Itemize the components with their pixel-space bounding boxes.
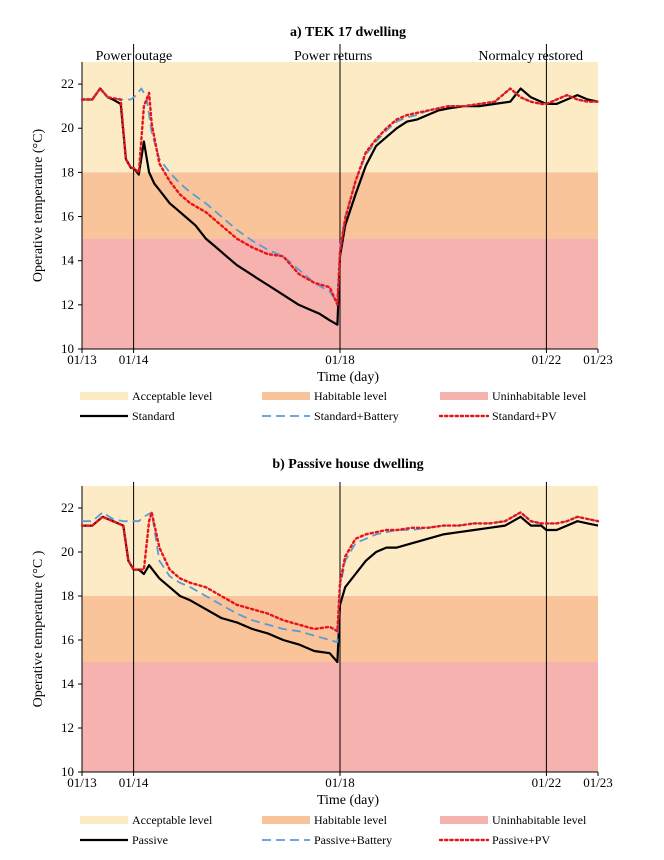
legend-swatch: [262, 392, 310, 400]
y-axis-label: Operative temperature (°C ): [31, 550, 46, 707]
x-tick-label: 01/22: [532, 775, 562, 790]
legend-item: Standard: [80, 409, 175, 423]
x-tick-label: 01/14: [119, 775, 149, 790]
y-tick-label: 22: [61, 76, 74, 91]
legend-item: Standard+PV: [438, 409, 557, 423]
x-tick-label: 01/22: [532, 352, 562, 367]
legend-item: Habitable level: [262, 813, 388, 827]
legend-item: Acceptable level: [80, 813, 213, 827]
legend-label: Uninhabitable level: [492, 389, 587, 403]
legend-item: Acceptable level: [80, 389, 213, 403]
y-tick-label: 12: [61, 297, 74, 312]
chart-title: a) TEK 17 dwelling: [290, 25, 406, 40]
y-tick-label: 18: [61, 588, 74, 603]
x-tick-label: 01/14: [119, 352, 149, 367]
chart-panel-a: a) TEK 17 dwelling 10 12 14 16 18 20 22 01/13 01/…: [31, 25, 613, 423]
legend-label: Acceptable level: [132, 389, 213, 403]
legend-label: Passive+PV: [492, 833, 550, 847]
legend-swatch: [262, 816, 310, 824]
legend-label: Uninhabitable level: [492, 813, 587, 827]
legend-swatch: [80, 392, 128, 400]
legend-item: Passive+PV: [438, 833, 550, 847]
x-axis-label: Time (day): [317, 370, 379, 385]
legend-item: Passive+Battery: [262, 833, 392, 847]
legend-item: Uninhabitable level: [440, 389, 587, 403]
legend-label: Passive+Battery: [314, 833, 392, 847]
legend-label: Standard: [132, 409, 175, 423]
y-tick-label: 14: [61, 253, 75, 268]
x-tick-label: 01/18: [325, 775, 355, 790]
y-tick-label: 20: [61, 120, 74, 135]
series-line-standard: [82, 87, 599, 326]
x-axis-label: Time (day): [317, 793, 379, 808]
series-line-passive-pv: [80, 511, 600, 633]
y-tick-label: 16: [61, 632, 75, 647]
legend-label: Habitable level: [314, 813, 388, 827]
series-line-passive: [82, 515, 599, 664]
legend-label: Passive: [132, 833, 168, 847]
chart-panel-b: b) Passive house dwelling 10 12 14 16 18 20 22 0…: [31, 457, 613, 847]
x-tick-label: 01/23: [583, 352, 613, 367]
y-tick-label: 16: [61, 209, 75, 224]
y-tick-label: 10: [61, 764, 74, 779]
event-label: Normalcy restored: [478, 49, 583, 64]
event-label: Power returns: [294, 49, 372, 64]
legend-swatch: [440, 816, 488, 824]
legend-item: Standard+Battery: [262, 409, 399, 423]
y-tick-label: 22: [61, 500, 74, 515]
y-tick-label: 12: [61, 720, 74, 735]
y-tick-label: 20: [61, 544, 74, 559]
x-tick-label: 01/13: [67, 775, 97, 790]
legend-label: Habitable level: [314, 389, 388, 403]
legend-label: Standard+PV: [492, 409, 557, 423]
x-tick-label: 01/23: [583, 775, 613, 790]
legend-label: Acceptable level: [132, 813, 213, 827]
event-label: Power outage: [96, 49, 173, 64]
x-tick-label: 01/13: [67, 352, 97, 367]
y-axis-label: Operative temperature (°C): [31, 129, 46, 283]
y-tick-label: 10: [61, 341, 74, 356]
legend-item: Passive: [80, 833, 168, 847]
y-tick-label: 18: [61, 164, 74, 179]
legend-swatch: [80, 816, 128, 824]
legend-item: Habitable level: [262, 389, 388, 403]
chart-title: b) Passive house dwelling: [272, 457, 423, 472]
legend-label: Standard+Battery: [314, 409, 399, 423]
legend-swatch: [440, 392, 488, 400]
y-tick-label: 14: [61, 676, 75, 691]
series-line-standard-pv: [80, 87, 600, 306]
x-tick-label: 01/18: [325, 352, 355, 367]
legend-item: Uninhabitable level: [440, 813, 587, 827]
